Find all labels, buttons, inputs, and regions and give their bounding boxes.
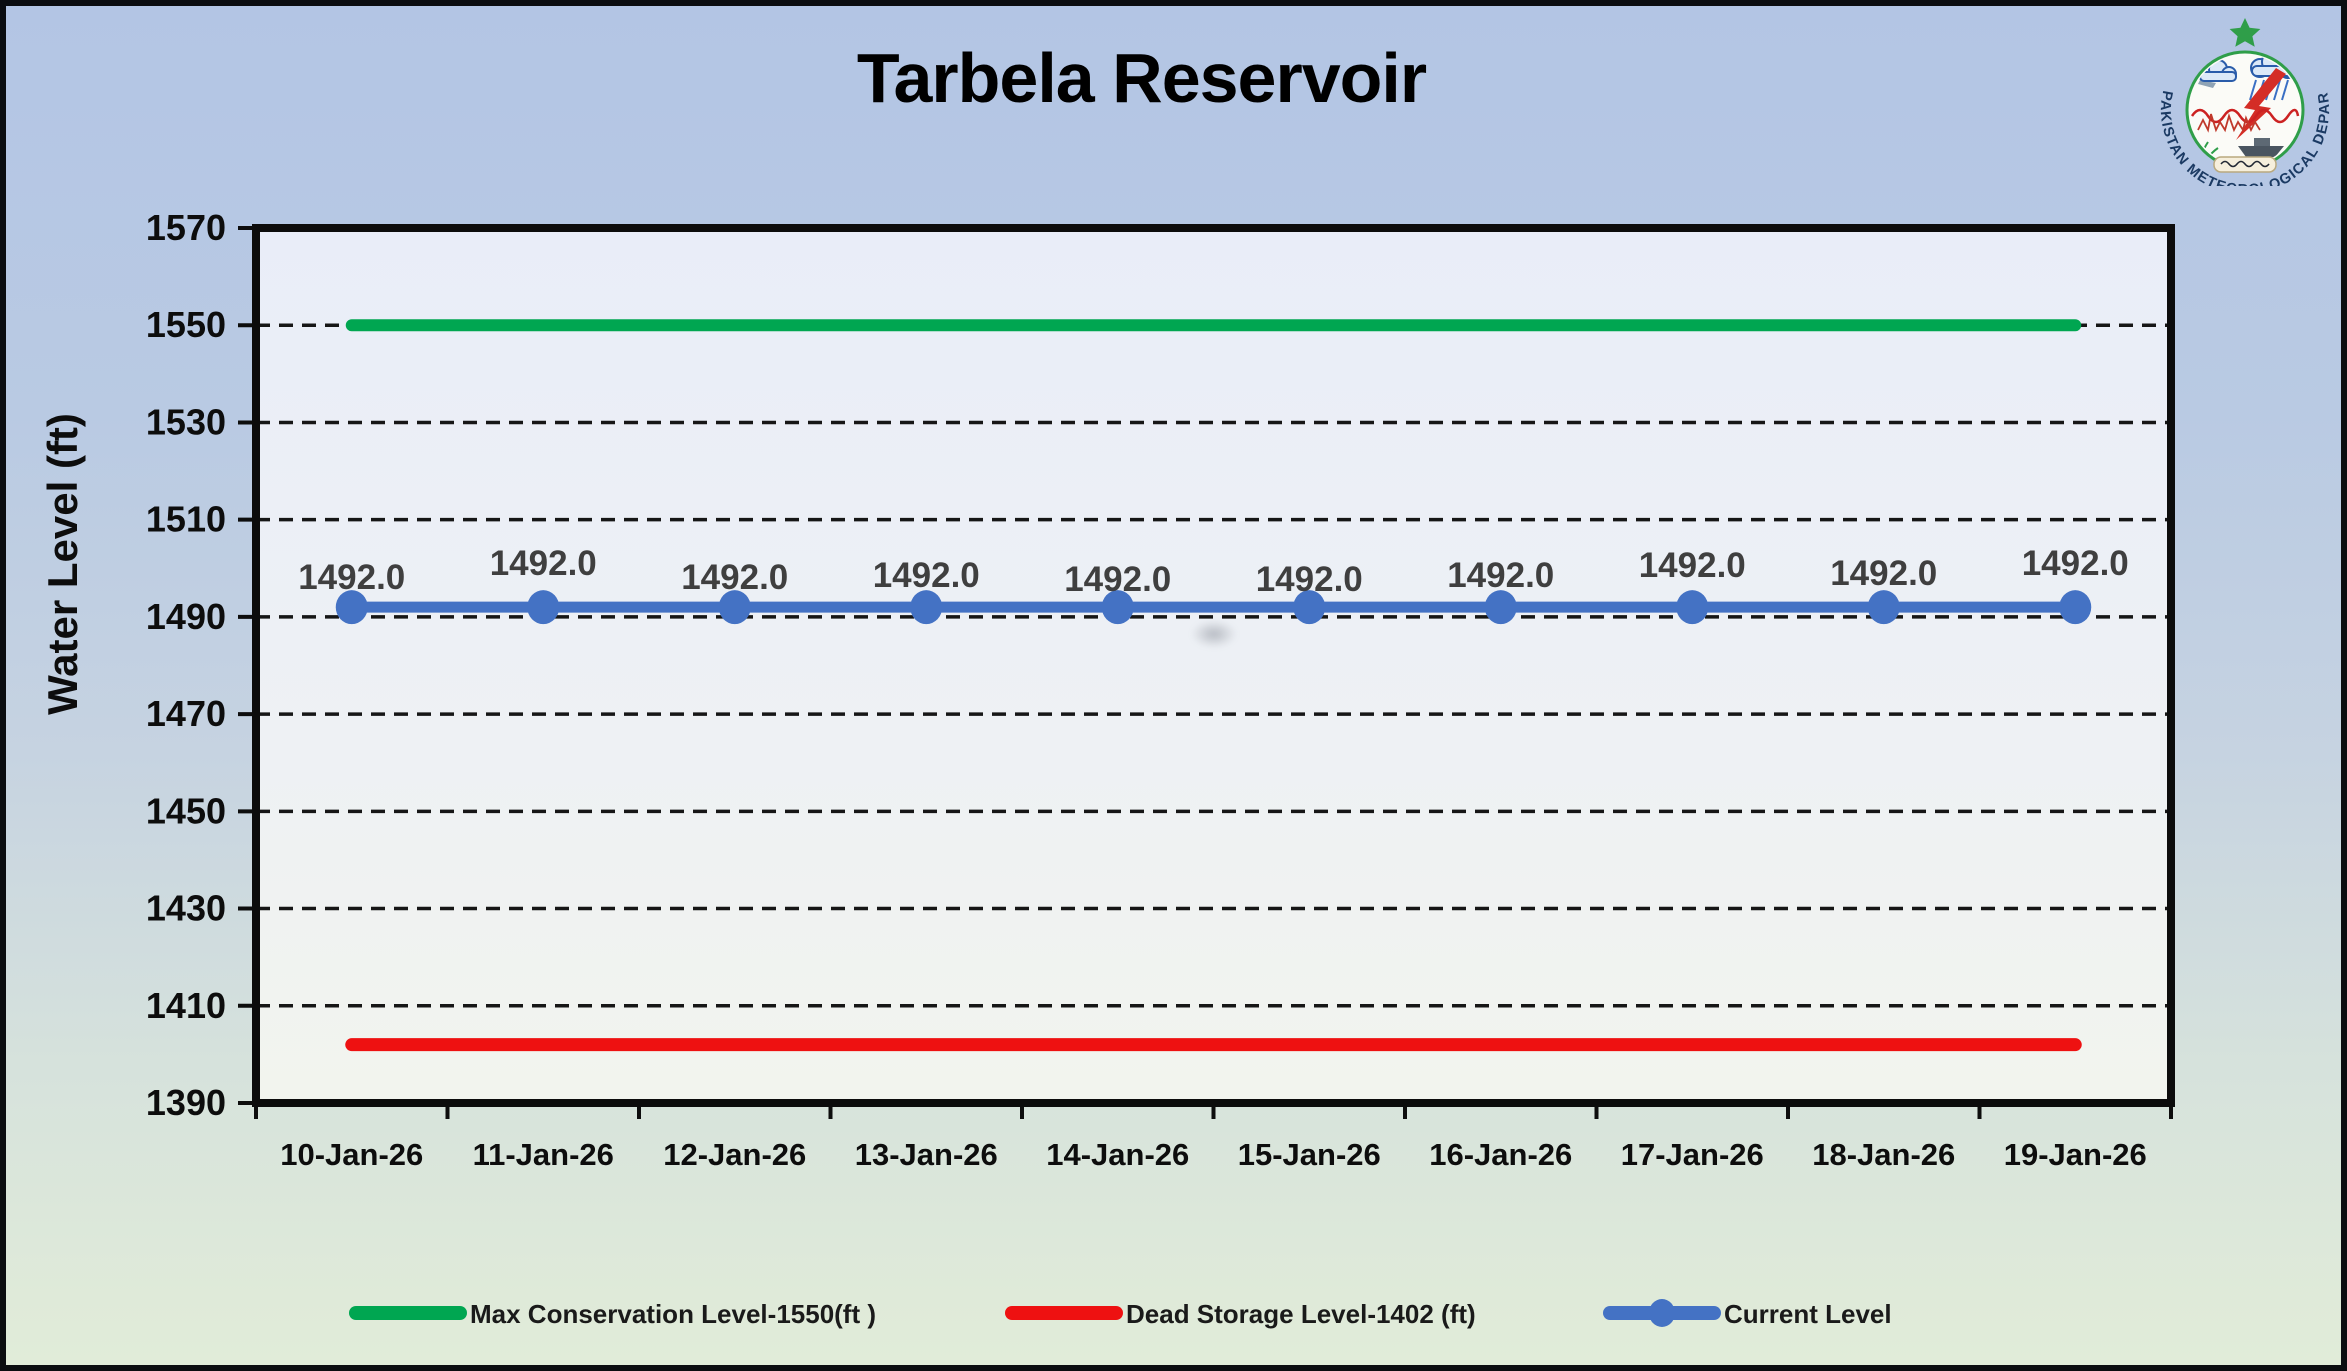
data-label: 1492.0 xyxy=(1639,546,1746,585)
data-label: 1492.0 xyxy=(298,558,405,597)
data-point-marker xyxy=(1484,590,1517,625)
y-axis-tick-label: 1430 xyxy=(146,888,226,929)
chart-plot-area xyxy=(256,228,2171,1103)
data-point-marker xyxy=(1867,590,1900,625)
pmd-logo: PAKISTAN METEOROLOGICAL DEPARTMENT xyxy=(2142,16,2332,186)
reservoir-level-chart: 1390 1410 1430 1450 1470 1490 1510 1530 1550 1570… xyxy=(146,207,2175,1329)
data-label: 1492.0 xyxy=(2022,544,2129,583)
y-axis-tick-label: 1490 xyxy=(146,596,226,637)
legend-label: Max Conservation Level-1550(ft ) xyxy=(470,1299,876,1329)
plot-border xyxy=(252,224,2175,1107)
legend-item: Max Conservation Level-1550(ft ) xyxy=(349,1299,876,1329)
legend-item: Dead Storage Level-1402 (ft) xyxy=(1005,1299,1476,1329)
data-label: 1492.0 xyxy=(681,558,788,597)
x-axis-tick-label: 17-Jan-26 xyxy=(1621,1137,1764,1172)
data-label: 1492.0 xyxy=(1064,560,1171,599)
x-axis-tick-label: 11-Jan-26 xyxy=(473,1137,614,1172)
data-label: 1492.0 xyxy=(1830,554,1937,593)
x-axis-tick-label: 15-Jan-26 xyxy=(1238,1137,1381,1172)
data-point-marker xyxy=(1676,590,1709,625)
chart-title: Tarbela Reservoir xyxy=(856,39,1427,117)
data-label: 1492.0 xyxy=(490,544,597,583)
data-point-marker xyxy=(527,590,560,625)
x-axis-tick-label: 13-Jan-26 xyxy=(855,1137,998,1172)
x-axis-tick-label: 10-Jan-26 xyxy=(280,1137,423,1172)
y-axis-tick-label: 1470 xyxy=(146,693,226,734)
y-axis-tick-label: 1570 xyxy=(146,207,226,248)
x-axis-tick-label: 16-Jan-26 xyxy=(1429,1137,1572,1172)
legend-marker xyxy=(1649,1299,1675,1327)
logo-star-icon xyxy=(2229,18,2261,47)
legend-item: Current Level xyxy=(1603,1299,1892,1329)
legend-label: Dead Storage Level-1402 (ft) xyxy=(1126,1299,1476,1329)
y-axis-tick-label: 1390 xyxy=(146,1082,226,1123)
x-axis-tick-label: 18-Jan-26 xyxy=(1812,1137,1955,1172)
data-point-marker xyxy=(910,590,943,625)
data-point-marker xyxy=(2059,590,2092,625)
data-label: 1492.0 xyxy=(873,556,980,595)
y-axis-tick-label: 1450 xyxy=(146,790,226,831)
smudge-artifact xyxy=(1191,620,1237,648)
data-point-marker xyxy=(1293,590,1326,625)
data-point-marker xyxy=(335,590,368,625)
x-axis-tick-label: 12-Jan-26 xyxy=(663,1137,806,1172)
data-label: 1492.0 xyxy=(1256,560,1363,599)
y-axis-tick-label: 1530 xyxy=(146,401,226,442)
data-label: 1492.0 xyxy=(1447,556,1554,595)
data-point-marker xyxy=(1101,590,1134,625)
y-axis-tick-label: 1510 xyxy=(146,499,226,540)
data-point-marker xyxy=(718,590,751,625)
x-axis-tick-label: 14-Jan-26 xyxy=(1046,1137,1189,1172)
y-axis-tick-label: 1410 xyxy=(146,985,226,1026)
y-axis-tick-label: 1550 xyxy=(146,304,226,345)
legend-label: Current Level xyxy=(1724,1299,1892,1329)
x-axis-tick-label: 19-Jan-26 xyxy=(2004,1137,2147,1172)
